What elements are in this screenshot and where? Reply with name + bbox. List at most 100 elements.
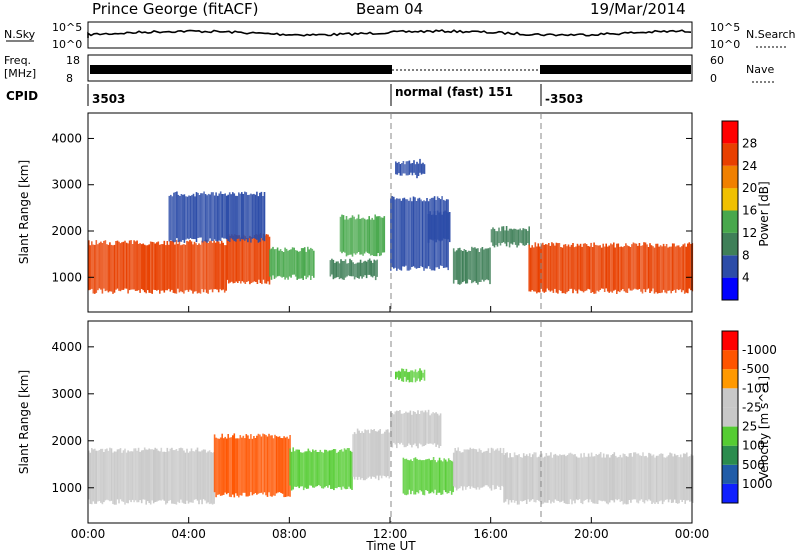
scatter-region-0 bbox=[133, 448, 135, 503]
nave-tick-top: 60 bbox=[710, 54, 724, 67]
scatter-region-7 bbox=[568, 453, 570, 504]
scatter-region-7 bbox=[560, 455, 563, 502]
scatter-region-3 bbox=[338, 263, 341, 280]
scatter-region-5 bbox=[399, 198, 401, 270]
scatter-region-7 bbox=[633, 452, 635, 500]
scatter-region-10 bbox=[171, 196, 174, 242]
scatter-region-5 bbox=[418, 197, 421, 268]
scatter-region-0 bbox=[146, 449, 149, 502]
scatter-region-0 bbox=[193, 241, 196, 292]
scatter-region-10 bbox=[189, 195, 192, 239]
scatter-region-7 bbox=[480, 248, 482, 282]
scatter-region-0 bbox=[110, 244, 113, 292]
scatter-region-7 bbox=[545, 453, 548, 503]
scatter-region-0 bbox=[181, 448, 184, 503]
scatter-region-4 bbox=[427, 409, 430, 444]
scatter-region-1 bbox=[254, 438, 257, 493]
scatter-region-7 bbox=[639, 455, 641, 501]
scatter-region-2 bbox=[333, 449, 335, 491]
scatter-region-0 bbox=[109, 447, 111, 502]
scatter-region-8 bbox=[495, 231, 497, 246]
scatter-region-1 bbox=[235, 235, 238, 282]
scatter-region-0 bbox=[106, 448, 108, 500]
scatter-region-7 bbox=[627, 456, 629, 505]
scatter-region-7 bbox=[618, 456, 620, 500]
scatter-region-8 bbox=[526, 230, 529, 244]
scatter-region-2 bbox=[281, 251, 283, 278]
scatter-region-7 bbox=[640, 455, 643, 500]
scatter-region-0 bbox=[175, 449, 178, 505]
colorbar-tick-5: 24 bbox=[742, 159, 757, 173]
scatter-region-1 bbox=[267, 234, 269, 282]
scatter-region-8 bbox=[501, 226, 503, 243]
scatter-region-1 bbox=[248, 438, 251, 496]
scatter-region-7 bbox=[689, 456, 691, 502]
scatter-region-1 bbox=[255, 234, 257, 282]
scatter-region-7 bbox=[592, 456, 594, 504]
scatter-region-4 bbox=[414, 412, 416, 444]
scatter-region-3 bbox=[347, 263, 350, 276]
scatter-region-6 bbox=[465, 449, 467, 490]
scatter-region-10 bbox=[185, 196, 187, 240]
scatter-region-0 bbox=[220, 240, 223, 291]
freq-label: Freq. bbox=[4, 54, 31, 67]
scatter-region-1 bbox=[265, 435, 267, 496]
scatter-region-9 bbox=[671, 243, 674, 291]
scatter-region-2 bbox=[336, 452, 338, 489]
scatter-region-2 bbox=[328, 450, 331, 486]
scatter-region-9 bbox=[632, 242, 635, 290]
scatter-region-0 bbox=[174, 244, 176, 294]
scatter-region-5 bbox=[435, 462, 438, 495]
freq-tick-bottom: 8 bbox=[66, 72, 73, 85]
scatter-region-4 bbox=[362, 217, 364, 256]
scatter-region-1 bbox=[265, 234, 268, 284]
x-axis-ticks: 00:00 04:00 08:00 12:00 16:00 20:00 00:00 bbox=[71, 306, 709, 541]
scatter-region-5 bbox=[432, 457, 435, 494]
scatter-region-0 bbox=[139, 451, 141, 501]
y-tick-label-2: 3000 bbox=[51, 178, 82, 192]
scatter-region-2 bbox=[310, 452, 313, 486]
scatter-region-7 bbox=[690, 454, 693, 502]
scatter-region-10 bbox=[200, 193, 202, 238]
scatter-region-0 bbox=[92, 449, 95, 502]
scatter-region-5 bbox=[419, 459, 421, 491]
scatter-region-0 bbox=[125, 452, 128, 503]
scatter-region-4 bbox=[369, 219, 372, 256]
scatter-region-0 bbox=[145, 245, 147, 294]
scatter-region-11 bbox=[395, 161, 397, 175]
y-tick-label-0: 1000 bbox=[51, 270, 82, 284]
colorbar-swatch-5 bbox=[722, 388, 738, 408]
scatter-region-6 bbox=[438, 212, 440, 241]
scatter-region-4 bbox=[377, 216, 379, 253]
scatter-region-9 bbox=[529, 247, 532, 292]
scatter-region-0 bbox=[131, 244, 134, 290]
scatter-region-2 bbox=[291, 247, 294, 275]
scatter-region-2 bbox=[278, 250, 280, 276]
scatter-region-4 bbox=[350, 217, 352, 255]
scatter-region-9 bbox=[623, 246, 626, 292]
scatter-region-6 bbox=[454, 448, 456, 488]
scatter-region-3 bbox=[358, 430, 360, 477]
scatter-region-9 bbox=[617, 243, 620, 292]
scatter-region-1 bbox=[226, 234, 228, 280]
scatter-region-3 bbox=[371, 262, 374, 278]
scatter-region-0 bbox=[136, 450, 138, 503]
scatter-region-2 bbox=[313, 250, 315, 278]
scatter-region-0 bbox=[149, 241, 152, 293]
scatter-region-0 bbox=[196, 245, 199, 294]
scatter-region-4 bbox=[351, 215, 354, 257]
scatter-region-4 bbox=[418, 414, 421, 444]
scatter-region-0 bbox=[180, 245, 182, 292]
scatter-region-10 bbox=[227, 194, 229, 241]
scatter-region-7 bbox=[598, 453, 600, 501]
scatter-region-1 bbox=[251, 438, 254, 496]
scatter-region-7 bbox=[507, 457, 510, 505]
scatter-region-1 bbox=[277, 436, 279, 493]
scatter-region-8 bbox=[404, 371, 406, 377]
scatter-region-0 bbox=[163, 240, 166, 293]
x-tick-label-3: 12:00 bbox=[373, 527, 408, 541]
scatter-region-9 bbox=[594, 244, 597, 294]
scatter-region-8 bbox=[511, 229, 514, 245]
scatter-region-7 bbox=[472, 247, 475, 283]
scatter-region-3 bbox=[356, 262, 359, 278]
